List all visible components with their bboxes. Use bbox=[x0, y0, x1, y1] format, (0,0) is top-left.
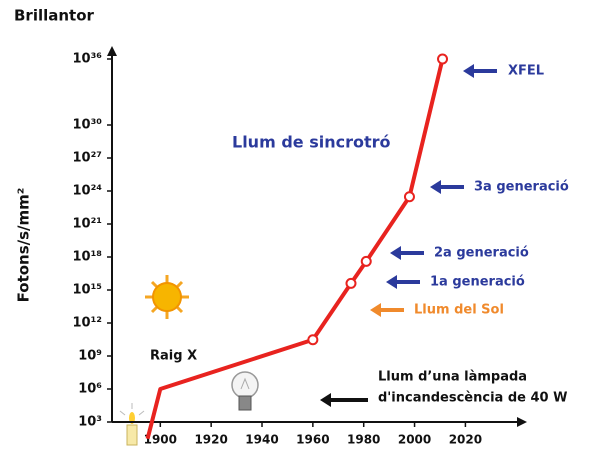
annotation: 2a generació bbox=[434, 246, 529, 261]
y-tick-label: 10³⁰ bbox=[73, 118, 103, 133]
y-tick-label: 10²¹ bbox=[73, 217, 102, 232]
annotation: XFEL bbox=[508, 64, 544, 79]
y-axis-arrow bbox=[107, 46, 117, 56]
annotation: 1a generació bbox=[430, 275, 525, 290]
annotation: d'incandescència de 40 W bbox=[378, 391, 567, 406]
sun-icon bbox=[145, 275, 189, 319]
annotation: Llum d’una làmpada bbox=[378, 370, 527, 385]
chart-title: Brillantor bbox=[14, 7, 95, 25]
x-tick-label: 1980 bbox=[347, 433, 380, 447]
x-tick-label: 1920 bbox=[194, 433, 227, 447]
y-tick-label: 10¹⁵ bbox=[73, 283, 102, 298]
annotation-arrowhead bbox=[370, 303, 381, 317]
y-tick-label: 10²⁷ bbox=[73, 151, 102, 166]
x-tick-label: 1900 bbox=[144, 433, 177, 447]
point-marker bbox=[307, 334, 319, 346]
x-axis-arrow bbox=[517, 417, 527, 427]
y-tick-label: 10³ bbox=[78, 415, 102, 430]
annotation: Raig X bbox=[150, 349, 197, 364]
annotation: 3a generació bbox=[474, 180, 569, 195]
point-marker bbox=[345, 277, 357, 289]
y-tick-label: 10¹⁸ bbox=[73, 250, 103, 265]
x-tick-label: 2020 bbox=[449, 433, 482, 447]
x-tick-label: 2000 bbox=[398, 433, 431, 447]
bulb-icon bbox=[231, 371, 259, 411]
candle-icon bbox=[119, 403, 145, 446]
point-marker bbox=[360, 255, 372, 267]
y-tick-label: 10²⁴ bbox=[73, 184, 103, 199]
annotation-arrowhead bbox=[390, 246, 401, 260]
annotation-arrowhead bbox=[386, 275, 397, 289]
annotation: Llum de sincrotró bbox=[232, 133, 390, 152]
annotation-arrowhead bbox=[430, 180, 441, 194]
y-axis-label: Fotons/s/mm² bbox=[15, 188, 33, 303]
y-tick-label: 10¹² bbox=[73, 316, 102, 331]
annotation-arrowhead bbox=[463, 64, 474, 78]
annotation-arrowhead bbox=[320, 393, 331, 407]
y-tick-label: 10³⁶ bbox=[73, 52, 103, 67]
point-marker bbox=[403, 191, 415, 203]
x-tick-label: 1960 bbox=[296, 433, 329, 447]
y-tick-label: 10⁹ bbox=[78, 349, 102, 364]
x-tick-label: 1940 bbox=[245, 433, 278, 447]
point-marker bbox=[437, 53, 449, 65]
annotation: Llum del Sol bbox=[414, 303, 504, 318]
y-tick-label: 10⁶ bbox=[78, 382, 102, 397]
